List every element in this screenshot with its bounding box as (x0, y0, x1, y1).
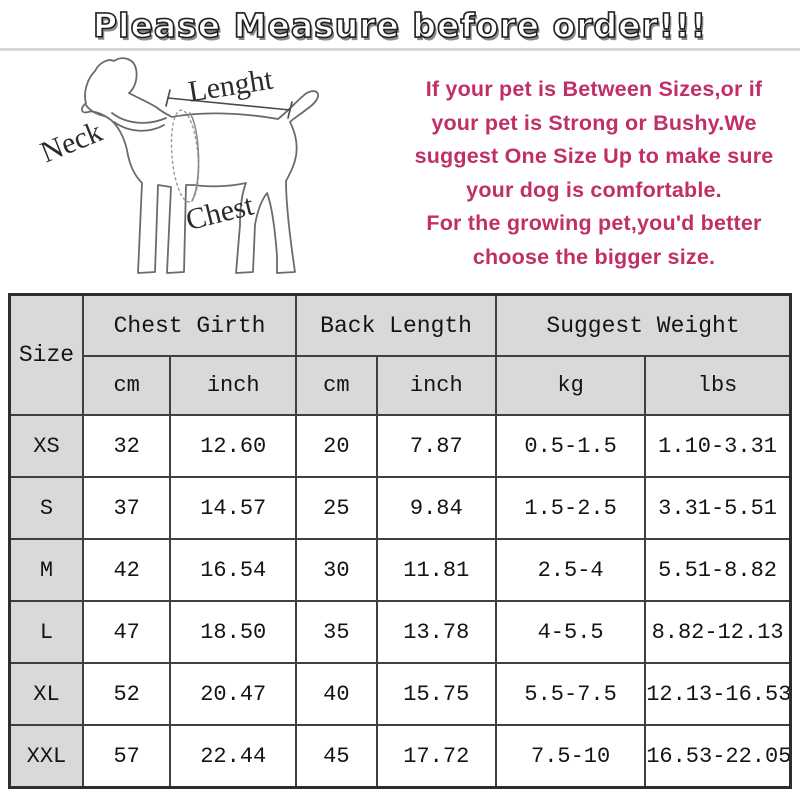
value-cell: 47 (81, 600, 172, 664)
table-row-xl: XL 52 20.47 40 15.75 5.5-7.5 12.13-16.53 (8, 662, 792, 726)
advice-line: For the growing pet,you'd better (426, 211, 762, 235)
dog-mouth-line (85, 104, 105, 117)
header-back-length: Back Length (295, 293, 498, 357)
value-cell: 40 (295, 662, 378, 726)
size-cell: L (8, 600, 84, 664)
value-cell: 45 (295, 724, 378, 789)
size-cell: M (8, 538, 84, 602)
value-cell: 1.5-2.5 (495, 476, 647, 540)
value-cell: 8.82-12.13 (644, 600, 792, 664)
neck-label: Neck (36, 115, 107, 169)
value-cell: 22.44 (169, 724, 298, 789)
length-measure-line (167, 97, 291, 111)
advice-line: your pet is Strong or Bushy.We (431, 110, 757, 135)
advice-line: your dog is comfortable. (466, 177, 722, 202)
value-cell: 52 (81, 662, 172, 726)
dog-measurement-diagram: Neck Lenght Chest (8, 51, 392, 285)
value-cell: 35 (295, 600, 378, 664)
value-cell: 5.51-8.82 (644, 538, 792, 602)
value-cell: 16.54 (169, 538, 298, 602)
value-cell: 20.47 (169, 662, 298, 726)
table-row-m: M 42 16.54 30 11.81 2.5-4 5.51-8.82 (8, 538, 792, 602)
value-cell: 7.5-10 (495, 724, 647, 789)
value-cell: 57 (81, 724, 172, 789)
table-row-l: L 47 18.50 35 13.78 4-5.5 8.82-12.13 (8, 600, 792, 664)
dog-collar-line-top (111, 112, 167, 124)
value-cell: 17.72 (375, 724, 498, 789)
value-cell: 2.5-4 (495, 538, 647, 602)
value-cell: 7.87 (375, 414, 498, 478)
value-cell: 11.81 (375, 538, 498, 602)
table-row-s: S 37 14.57 25 9.84 1.5-2.5 3.31-5.51 (8, 476, 792, 540)
value-cell: 25 (295, 476, 378, 540)
size-cell: XS (8, 414, 84, 478)
value-cell: 3.31-5.51 (644, 476, 792, 540)
value-cell: 12.13-16.53 (644, 662, 792, 726)
table-header-row-groups: Size Chest Girth Back Length Suggest Wei… (8, 293, 792, 416)
page-title: Please Measure before order!!! (92, 5, 707, 46)
value-cell: 13.78 (375, 600, 498, 664)
unit-weight-kg: kg (495, 355, 647, 416)
value-cell: 42 (81, 538, 172, 602)
value-cell: 20 (295, 414, 378, 478)
unit-weight-lbs: lbs (644, 355, 792, 416)
unit-chest-cm: cm (81, 355, 172, 416)
header-chest-girth: Chest Girth (81, 293, 298, 357)
length-measure-tick-left (165, 89, 171, 107)
table-row-xs: XS 32 12.60 20 7.87 0.5-1.5 1.10-3.31 (8, 414, 792, 478)
value-cell: 18.50 (169, 600, 298, 664)
value-cell: 12.60 (169, 414, 298, 478)
table-row-xxl: XXL 57 22.44 45 17.72 7.5-10 16.53-22.05 (8, 724, 792, 789)
length-measure-tick-right (287, 101, 293, 119)
size-cell: XXL (8, 724, 84, 789)
value-cell: 4-5.5 (495, 600, 647, 664)
advice-line: If your pet is Between Sizes,or if (425, 77, 763, 101)
value-cell: 30 (295, 538, 378, 602)
value-cell: 14.57 (169, 476, 298, 540)
unit-back-cm: cm (295, 355, 378, 416)
advice-line: suggest One Size Up to make sure (414, 144, 774, 168)
value-cell: 15.75 (375, 662, 498, 726)
sizing-advice-text: If your pet is Between Sizes,or if your … (392, 51, 796, 285)
size-cell: XL (8, 662, 84, 726)
dog-collar-line-bottom (113, 121, 165, 132)
header-size: Size (8, 293, 84, 416)
dog-body-outline (81, 57, 319, 274)
value-cell: 1.10-3.31 (644, 414, 792, 478)
size-table: Size Chest Girth Back Length Suggest Wei… (8, 293, 792, 789)
top-section: Neck Lenght Chest If your pet is Between… (0, 51, 800, 285)
dog-outline-illustration: Neck Lenght Chest (36, 57, 319, 274)
title-divider (0, 48, 800, 51)
chest-girth-solid-arc (189, 112, 200, 202)
length-label: Lenght (186, 63, 276, 109)
header-suggest-weight: Suggest Weight (495, 293, 792, 357)
value-cell: 5.5-7.5 (495, 662, 647, 726)
advice-line: choose the bigger size. (472, 244, 716, 269)
value-cell: 9.84 (375, 476, 498, 540)
unit-back-inch: inch (375, 355, 498, 416)
value-cell: 16.53-22.05 (644, 724, 792, 789)
value-cell: 37 (81, 476, 172, 540)
table-header-row-units: cm inch cm inch kg lbs (10, 355, 792, 416)
size-cell: S (8, 476, 84, 540)
unit-chest-inch: inch (169, 355, 298, 416)
value-cell: 0.5-1.5 (495, 414, 647, 478)
value-cell: 32 (81, 414, 172, 478)
